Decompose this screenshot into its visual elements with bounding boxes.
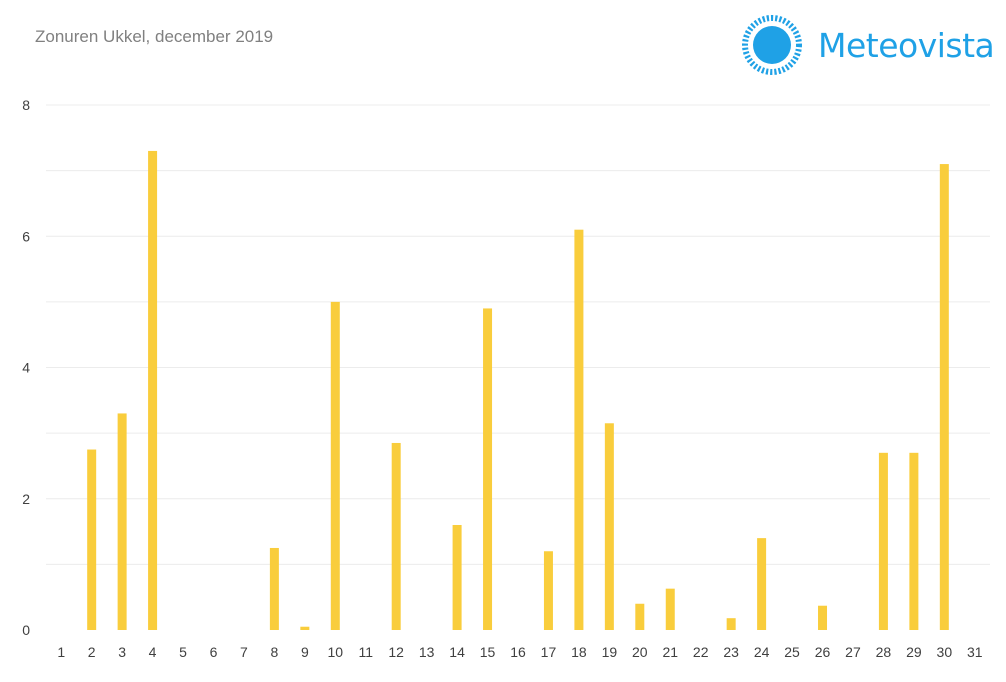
bar-day-15 xyxy=(483,308,493,630)
x-tick-label: 24 xyxy=(754,644,770,660)
bar-day-20 xyxy=(635,603,645,630)
x-tick-label: 1 xyxy=(57,644,65,660)
bars xyxy=(87,150,949,630)
bar-day-10 xyxy=(330,301,340,630)
x-axis-ticks: 1 2 3 4 5 6 7 8 9 10 11 12 13 14 15 16 17 18 19 20 21 22 23 24 2… xyxy=(57,644,982,660)
x-tick-label: 17 xyxy=(541,644,557,660)
y-tick-label: 6 xyxy=(22,228,30,244)
x-tick-label: 18 xyxy=(571,644,587,660)
x-tick-label: 29 xyxy=(906,644,922,660)
x-tick-label: 28 xyxy=(876,644,892,660)
x-tick-label: 12 xyxy=(388,644,404,660)
x-tick-label: 7 xyxy=(240,644,248,660)
bar-day-29 xyxy=(909,452,919,630)
chart-title: Zonuren Ukkel, december 2019 xyxy=(35,27,274,46)
gridlines xyxy=(46,104,990,565)
bar-day-26 xyxy=(818,605,828,630)
x-tick-label: 16 xyxy=(510,644,526,660)
x-tick-label: 15 xyxy=(480,644,496,660)
bar-day-18 xyxy=(574,229,584,630)
x-tick-label: 27 xyxy=(845,644,861,660)
y-tick-label: 4 xyxy=(22,360,30,376)
y-tick-label: 2 xyxy=(22,491,30,507)
x-tick-label: 22 xyxy=(693,644,709,660)
x-tick-label: 10 xyxy=(328,644,344,660)
bar-day-17 xyxy=(543,551,553,630)
bar-day-14 xyxy=(452,525,462,630)
bar-day-9 xyxy=(300,626,310,630)
x-tick-label: 23 xyxy=(723,644,739,660)
bar-day-24 xyxy=(757,538,767,630)
bar-day-2 xyxy=(87,449,97,630)
y-axis-ticks: 0 2 4 6 8 xyxy=(22,97,30,638)
x-tick-label: 20 xyxy=(632,644,648,660)
bar-day-19 xyxy=(604,423,614,630)
bar-day-4 xyxy=(148,150,158,630)
y-tick-label: 8 xyxy=(22,97,30,113)
sun-icon xyxy=(742,15,802,75)
x-tick-label: 31 xyxy=(967,644,983,660)
x-tick-label: 26 xyxy=(815,644,831,660)
bar-day-8 xyxy=(269,547,279,630)
x-tick-label: 30 xyxy=(937,644,953,660)
x-tick-label: 5 xyxy=(179,644,187,660)
bar-day-3 xyxy=(117,413,127,630)
x-tick-label: 11 xyxy=(358,644,373,660)
y-tick-label: 0 xyxy=(22,622,30,638)
x-tick-label: 3 xyxy=(118,644,126,660)
meteovista-logo: Meteovista xyxy=(740,12,1002,78)
x-tick-label: 4 xyxy=(149,644,157,660)
bar-day-28 xyxy=(878,452,888,630)
x-tick-label: 9 xyxy=(301,644,309,660)
x-tick-label: 14 xyxy=(449,644,465,660)
x-tick-label: 25 xyxy=(784,644,800,660)
x-tick-label: 8 xyxy=(270,644,278,660)
bar-day-23 xyxy=(726,618,736,630)
x-tick-label: 2 xyxy=(88,644,96,660)
x-tick-label: 21 xyxy=(662,644,678,660)
bar-day-30 xyxy=(939,164,949,630)
x-tick-label: 13 xyxy=(419,644,435,660)
logo-text: Meteovista xyxy=(818,26,995,65)
x-tick-label: 19 xyxy=(602,644,618,660)
bar-day-21 xyxy=(665,588,675,630)
bar-day-12 xyxy=(391,442,401,630)
x-tick-label: 6 xyxy=(210,644,218,660)
